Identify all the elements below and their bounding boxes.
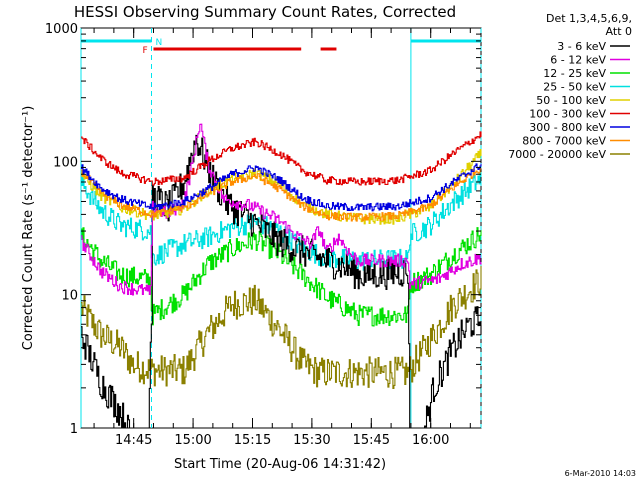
x-tick-label: 15:00 xyxy=(174,433,211,448)
series-layer xyxy=(81,123,482,429)
legend-entry-label: 100 - 300 keV xyxy=(529,108,606,121)
series-line xyxy=(81,168,482,222)
legend-entry-label: 800 - 7000 keV xyxy=(522,135,606,148)
legend-entry-label: 300 - 800 keV xyxy=(529,121,606,134)
flare-flag-label: F xyxy=(142,46,147,56)
x-tick-label: 14:45 xyxy=(115,433,152,448)
series-line xyxy=(81,131,482,186)
legend-entry-label: 12 - 25 keV xyxy=(543,67,606,80)
x-axis-label: Start Time (20-Aug-06 14:31:42) xyxy=(174,457,386,472)
y-tick-label: 1000 xyxy=(45,22,78,37)
x-tick-label: 15:15 xyxy=(234,433,271,448)
flag-bars: NF xyxy=(81,38,481,56)
legend-entry-label: 50 - 100 keV xyxy=(536,94,606,107)
x-tick-label: 16:00 xyxy=(412,433,449,448)
x-tick-label: 15:45 xyxy=(353,433,390,448)
y-tick-label: 1 xyxy=(70,422,78,437)
legend-header: Att 0 xyxy=(606,25,632,38)
y-tick-label: 10 xyxy=(61,289,78,304)
legend-header: Det 1,3,4,5,6,9, xyxy=(546,12,632,25)
y-axis-label: Corrected Count Rate (s⁻¹ detector⁻¹) xyxy=(21,106,36,351)
legend-entry-label: 6 - 12 keV xyxy=(550,54,606,67)
series-line xyxy=(81,123,482,296)
legend-entry-label: 7000 - 20000 keV xyxy=(508,148,606,161)
axes: 1 10 100 1000 14:45 15:00 15:15 15:30 15:45 16:00 xyxy=(45,22,481,448)
chart-title: HESSI Observing Summary Count Rates, Cor… xyxy=(74,3,456,21)
series-line xyxy=(81,163,482,212)
y-tick-label: 100 xyxy=(53,155,78,170)
series-line xyxy=(81,266,482,390)
night-flag-label: N xyxy=(155,38,162,48)
legend-entry-label: 3 - 6 keV xyxy=(557,40,606,53)
date-stamp: 6-Mar-2010 14:03 xyxy=(565,469,636,478)
x-tick-label: 15:30 xyxy=(293,433,330,448)
legend-entry-label: 25 - 50 keV xyxy=(543,81,606,94)
